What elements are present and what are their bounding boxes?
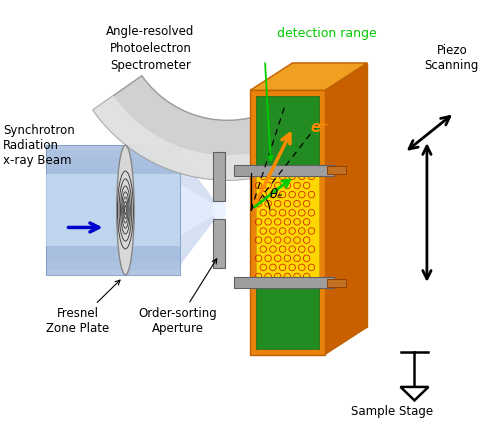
Bar	[327, 278, 346, 286]
Bar	[256, 96, 319, 170]
Text: e⁻: e⁻	[311, 120, 329, 135]
Bar	[250, 91, 325, 354]
Wedge shape	[93, 76, 322, 180]
Bar	[46, 150, 180, 270]
Bar	[234, 277, 334, 288]
Bar	[46, 158, 180, 262]
Text: Angle-resolved
Photoelectron
Spectrometer: Angle-resolved Photoelectron Spectromete…	[106, 25, 194, 71]
Polygon shape	[292, 63, 367, 327]
Text: Order-sorting
Aperture: Order-sorting Aperture	[138, 259, 217, 335]
Polygon shape	[325, 63, 367, 354]
Bar	[46, 174, 180, 246]
Bar	[327, 166, 346, 174]
Polygon shape	[180, 184, 215, 236]
Polygon shape	[400, 387, 428, 400]
Polygon shape	[250, 63, 367, 91]
Ellipse shape	[116, 145, 134, 275]
Bar	[46, 145, 180, 275]
Polygon shape	[212, 219, 225, 268]
Polygon shape	[212, 152, 225, 201]
Bar	[46, 167, 180, 252]
Text: Fresnel
Zone Plate: Fresnel Zone Plate	[46, 280, 120, 335]
Bar	[256, 283, 319, 348]
Bar	[256, 170, 319, 283]
Text: detection range: detection range	[278, 27, 377, 40]
Text: Sample Stage: Sample Stage	[351, 405, 433, 418]
Text: θₑ: θₑ	[270, 187, 283, 201]
Bar	[234, 165, 334, 176]
Text: Synchrotron
Radiation
x-ray Beam: Synchrotron Radiation x-ray Beam	[4, 124, 75, 167]
Wedge shape	[93, 96, 322, 180]
Polygon shape	[180, 155, 215, 265]
Bar	[46, 145, 180, 275]
Text: Piezo
Scanning: Piezo Scanning	[424, 44, 479, 72]
Ellipse shape	[212, 200, 226, 220]
